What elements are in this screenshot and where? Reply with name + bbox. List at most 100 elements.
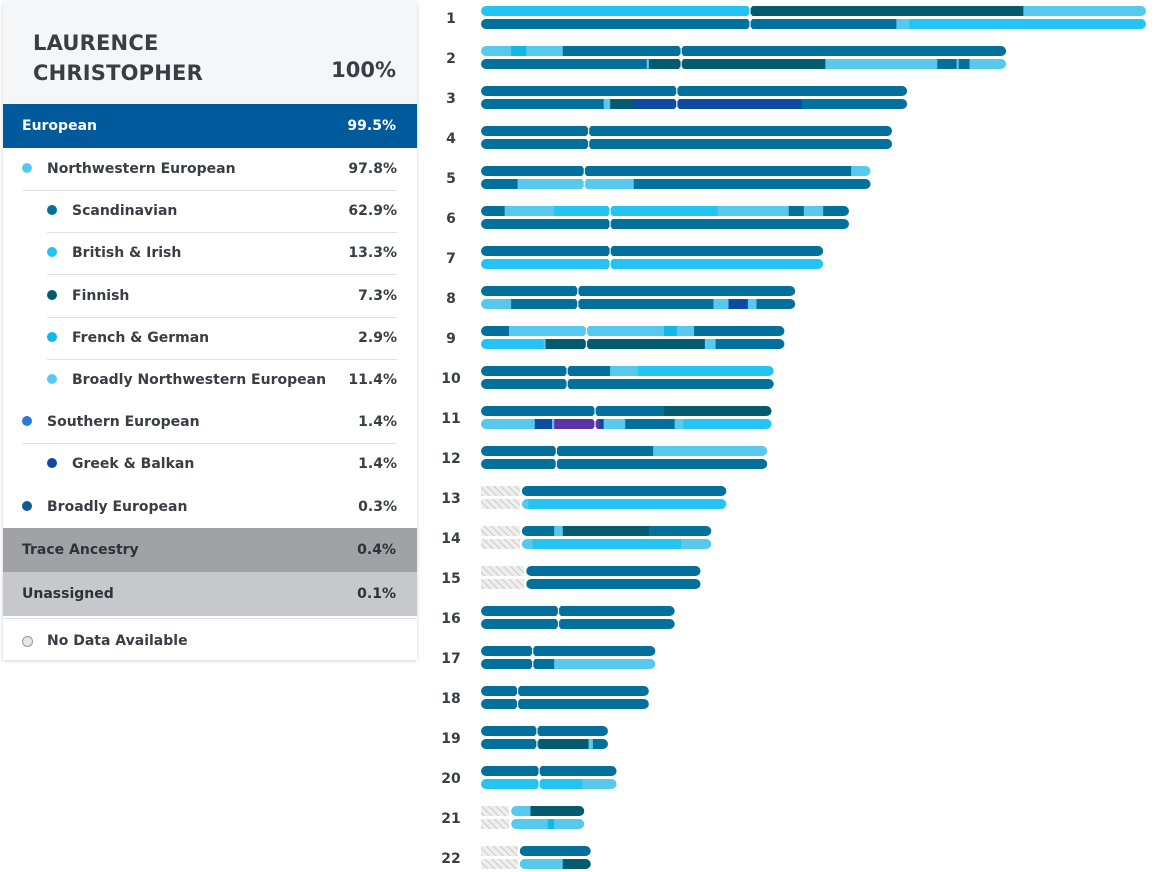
segment-broadly-nw <box>603 419 611 429</box>
segment-scandinavian <box>532 646 656 656</box>
centromere-line <box>609 219 611 229</box>
segment-broadly-nw <box>554 819 585 829</box>
segment-british-irish <box>532 539 682 549</box>
chromosome-16[interactable]: 16 <box>441 606 675 629</box>
chromosome-19[interactable]: 19 <box>441 726 608 749</box>
chromosome-21[interactable]: 21 <box>441 806 585 829</box>
chromosome-9[interactable]: 9 <box>446 326 785 349</box>
chromosome-copy-2 <box>481 139 893 149</box>
segment-scandinavian <box>532 659 555 669</box>
segment-scandinavian <box>521 486 727 496</box>
centromere-line <box>577 286 579 296</box>
centromere-line <box>538 766 540 776</box>
segment-broadly-nw <box>896 19 910 29</box>
chromosome-20[interactable]: 20 <box>441 766 617 789</box>
centromere-line <box>680 46 682 56</box>
color-dot-icon <box>47 331 57 342</box>
chromosome-12[interactable]: 12 <box>441 446 768 469</box>
unassigned-band[interactable]: Unassigned 0.1% <box>3 572 417 616</box>
segment-scandinavian <box>556 446 654 456</box>
chromosome-1[interactable]: 1 <box>446 6 1146 29</box>
segment-scandinavian <box>481 446 557 456</box>
chromosome-copy-2 <box>481 19 1146 29</box>
no-data-legend: No Data Available <box>3 618 417 661</box>
chromosome-copy-1 <box>481 206 850 216</box>
chromosome-label: 16 <box>441 611 460 627</box>
ancestry-percent: 2.9% <box>358 329 397 346</box>
trace-ancestry-band[interactable]: Trace Ancestry 0.4% <box>3 528 417 572</box>
chromosome-copy-2 <box>481 779 617 789</box>
ancestry-label: Northwestern European <box>47 161 236 177</box>
centromere-line <box>536 739 538 749</box>
chromosome-4[interactable]: 4 <box>446 126 893 149</box>
ancestry-row-greek-balkan[interactable]: Greek & Balkan 1.4% <box>47 443 397 485</box>
chromosome-10[interactable]: 10 <box>441 366 774 389</box>
segment-broadly-nw <box>521 539 533 549</box>
chromosome-copy-1 <box>521 486 727 496</box>
european-band[interactable]: European 99.5% <box>3 104 417 148</box>
chromosome-copy-2 <box>481 339 785 349</box>
ancestry-row-southern-european[interactable]: Southern European 1.4% <box>22 401 397 445</box>
ancestry-row-scandinavian[interactable]: Scandinavian 62.9% <box>47 190 397 234</box>
chromosome-6[interactable]: 6 <box>446 206 850 229</box>
chromosome-14[interactable]: 14 <box>441 526 712 549</box>
segment-scandinavian <box>577 299 714 309</box>
segment-scandinavian <box>481 166 585 176</box>
chromosome-5[interactable]: 5 <box>446 166 871 189</box>
segment-scandinavian <box>577 286 796 296</box>
ancestry-row-finnish[interactable]: Finnish 7.3% <box>47 275 397 318</box>
centromere-line <box>555 446 557 456</box>
segment-scandinavian <box>526 566 701 576</box>
segment-british-irish <box>481 339 544 349</box>
chromosome-copy-2 <box>481 179 871 189</box>
ancestry-row-northwestern-european[interactable]: Northwestern European 97.8% <box>22 148 397 191</box>
chromosome-8[interactable]: 8 <box>446 286 796 309</box>
ancestry-percent: 62.9% <box>348 203 397 220</box>
segment-scandinavian <box>588 139 893 149</box>
chromosome-copy-2 <box>481 459 768 469</box>
chromosome-18[interactable]: 18 <box>441 686 649 709</box>
segment-finnish <box>648 59 682 69</box>
centromere-line <box>609 206 611 216</box>
segment-broadly-nw <box>588 739 594 749</box>
chromosome-2[interactable]: 2 <box>446 46 1007 69</box>
ancestry-row-british-irish[interactable]: British & Irish 13.3% <box>47 232 397 276</box>
ancestry-row-broadly-northwestern-european[interactable]: Broadly Northwestern European 11.4% <box>47 359 397 401</box>
ancestry-percent: 13.3% <box>348 245 397 262</box>
segment-finnish <box>530 806 585 816</box>
ancestry-percent: 7.3% <box>358 287 397 304</box>
ancestry-row-french-german[interactable]: French & German 2.9% <box>47 317 397 360</box>
chromosome-copy-2 <box>481 219 850 229</box>
segment-broadly-nw <box>517 179 585 189</box>
chromosome-15[interactable]: 15 <box>441 566 701 589</box>
segment-greek-balkan <box>728 299 749 309</box>
chromosome-7[interactable]: 7 <box>446 246 824 269</box>
segment-finnish <box>586 339 706 349</box>
segment-scandinavian <box>558 619 675 629</box>
segment-scandinavian <box>511 299 579 309</box>
chromosome-17[interactable]: 17 <box>441 646 656 669</box>
centromere-line <box>583 166 585 176</box>
chromosome-3[interactable]: 3 <box>446 86 908 109</box>
segment-greek-balkan <box>633 99 678 109</box>
ancestry-rows: Northwestern European 97.8% Scandinavian 62… <box>3 148 417 528</box>
chromosome-22[interactable]: 22 <box>441 846 591 869</box>
chromosome-copy-1 <box>519 846 591 856</box>
chromosome-copy-2 <box>481 379 774 389</box>
ancestry-percent: 1.4% <box>358 456 397 473</box>
chromosome-13[interactable]: 13 <box>441 486 727 509</box>
ancestry-percent: 97.8% <box>348 161 397 177</box>
segment-scandinavian <box>481 99 604 109</box>
european-percent: 99.5% <box>347 118 396 134</box>
chromosome-label: 14 <box>441 531 461 547</box>
chromosome-copy-2 <box>481 739 608 749</box>
segment-broadly-nw <box>582 779 617 789</box>
chromosome-copy-2 <box>481 59 1007 69</box>
chromosome-11[interactable]: 11 <box>441 406 772 429</box>
segment-scandinavian <box>801 99 908 109</box>
segment-scandinavian <box>539 766 617 776</box>
ancestry-row-broadly-european[interactable]: Broadly European 0.3% <box>22 486 397 528</box>
ancestry-label: Broadly European <box>47 498 188 515</box>
ancestry-percent: 1.4% <box>358 414 397 431</box>
ancestry-label: British & Irish <box>72 245 182 262</box>
